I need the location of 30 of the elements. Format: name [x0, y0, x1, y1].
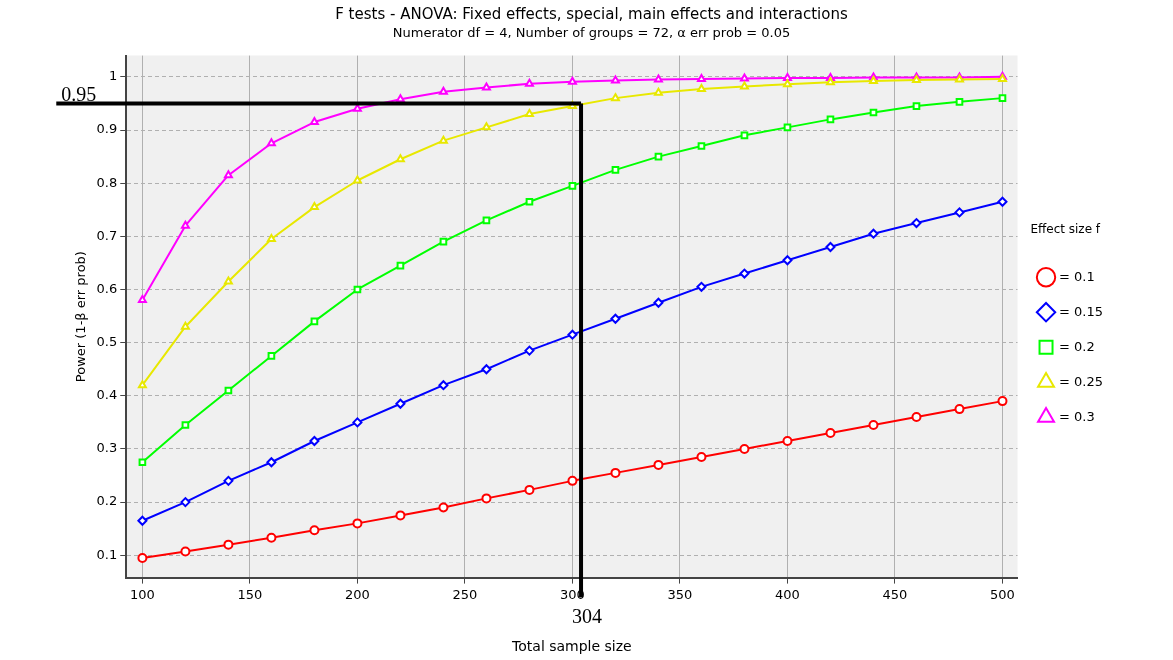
- y-tick-label: 0.8: [96, 174, 118, 190]
- y-tick-label: 0.7: [96, 227, 118, 243]
- chart-title: F tests - ANOVA: Fixed effects, special, main effects and interactions: [335, 4, 848, 23]
- y-tick-label: 0.3: [96, 440, 118, 456]
- y-tick-label: 0.1: [96, 546, 118, 562]
- y-axis-title: Power (1-β err prob): [73, 251, 89, 383]
- legend-label: = 0.2: [1059, 338, 1095, 354]
- y-tick-label: 1: [108, 68, 118, 84]
- legend-label: = 0.3: [1059, 408, 1095, 424]
- legend-label: = 0.1: [1059, 268, 1095, 284]
- y-tick-label: 0.9: [96, 121, 118, 137]
- ref-line-label: 304: [572, 604, 603, 627]
- legend-label: = 0.15: [1059, 303, 1104, 319]
- y-tick-label: 0.2: [96, 493, 118, 509]
- legend-label: = 0.25: [1059, 373, 1104, 389]
- x-axis-title: Total sample size: [511, 638, 632, 655]
- legend-title: Effect size f: [1030, 222, 1101, 237]
- x-tick-label: 350: [667, 586, 693, 602]
- y-tick-label: 0.6: [96, 280, 118, 296]
- x-tick-label: 250: [452, 586, 478, 602]
- x-tick-label: 400: [775, 586, 800, 602]
- x-tick-label: 150: [237, 586, 263, 602]
- x-tick-label: 200: [345, 586, 370, 602]
- y-tick-label: 0.4: [96, 387, 118, 403]
- x-tick-label: 450: [882, 586, 908, 602]
- x-tick-label: 100: [129, 586, 155, 602]
- y-tick-label: 0.5: [96, 334, 118, 350]
- ref-line-label: 0.95: [61, 82, 97, 105]
- x-tick-label: 500: [990, 586, 1015, 602]
- chart-subtitle: Numerator df = 4, Number of groups = 72, α err prob = 0.05: [392, 25, 791, 41]
